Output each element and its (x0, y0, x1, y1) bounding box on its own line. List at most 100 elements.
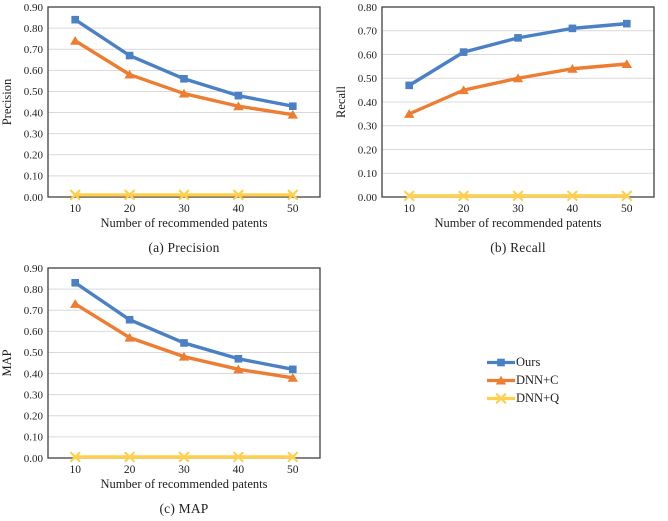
x-marker-icon (287, 189, 299, 201)
square-marker-icon (568, 24, 577, 33)
chart-caption-c: (c) MAP (159, 501, 209, 516)
y-tick-label: 0.40 (24, 107, 44, 119)
legend-swatch-x-icon (487, 393, 515, 404)
square-marker-icon (459, 48, 468, 56)
plot-border (47, 6, 321, 198)
chart-caption-b: (b) Recall (490, 240, 546, 255)
y-tick-label: 0.70 (24, 305, 44, 317)
y-tick-label: 0.80 (358, 2, 378, 14)
square-marker-icon (125, 51, 134, 60)
y-tick-label: 0.70 (358, 26, 378, 38)
x-tick-label: 10 (69, 464, 81, 476)
x-marker-icon (287, 451, 299, 463)
chart-legend: Ours DNN+C DNN+Q (487, 356, 559, 405)
y-tick-label: 0.00 (24, 192, 44, 204)
square-marker-icon (497, 358, 505, 367)
triangle-marker-icon (124, 332, 135, 342)
x-tick-label: 10 (69, 203, 81, 215)
y-tick-label: 0.30 (358, 121, 378, 133)
y-tick-label: 0.80 (24, 284, 44, 296)
y-tick-label: 0.10 (24, 432, 44, 444)
x-tick-label: 30 (178, 203, 190, 215)
square-marker-icon (234, 91, 243, 100)
square-marker-icon (234, 354, 243, 363)
x-tick-label: 40 (233, 464, 245, 476)
triangle-marker-icon (287, 372, 298, 382)
x-axis-title: Number of recommended patents (435, 216, 602, 230)
square-marker-icon (405, 81, 413, 90)
y-tick-label: 0.80 (24, 23, 44, 35)
legend-item: Ours (487, 356, 559, 369)
x-tick-label: 40 (233, 203, 245, 215)
x-marker-icon (178, 189, 190, 201)
triangle-marker-icon (233, 101, 244, 111)
x-marker-icon (567, 190, 578, 202)
triangle-marker-icon (404, 109, 415, 118)
x-marker-icon (403, 190, 415, 202)
square-marker-icon (125, 315, 134, 324)
y-tick-label: 0.60 (358, 49, 378, 61)
y-tick-label: 0.60 (24, 326, 44, 338)
chart-caption-a: (a) Precision (148, 240, 220, 255)
legend-item: DNN+Q (487, 392, 559, 405)
x-marker-icon (233, 189, 244, 201)
legend-swatch-square-icon (487, 358, 515, 367)
triangle-marker-icon (495, 375, 507, 385)
square-marker-icon (289, 365, 297, 374)
x-marker-icon (458, 190, 469, 202)
y-tick-label: 0.20 (358, 144, 378, 156)
y-tick-label: 0.00 (24, 453, 44, 465)
triangle-marker-icon (70, 35, 81, 45)
x-marker-icon (124, 189, 135, 201)
x-tick-label: 20 (124, 203, 136, 215)
square-marker-icon (180, 74, 188, 83)
legend-item: DNN+C (487, 374, 559, 387)
x-marker-icon (178, 451, 190, 463)
square-marker-icon (71, 15, 79, 24)
x-tick-label: 50 (287, 464, 299, 476)
recall-chart: 0.00 0.10 0.20 0.30 0.40 0.50 0.60 0.70 0.80 10 20… (334, 0, 668, 256)
x-tick-label: 10 (403, 203, 415, 215)
triangle-marker-icon (621, 59, 632, 68)
series-line-dnn-c (407, 62, 629, 116)
square-marker-icon (623, 19, 631, 28)
triangle-marker-icon (124, 69, 135, 79)
triangle-marker-icon (458, 85, 469, 95)
plot-border (47, 267, 321, 459)
y-tick-label: 0.40 (358, 97, 378, 109)
recall-chart-plot: 0.00 0.10 0.20 0.30 0.40 0.50 0.60 0.70 0.80 10 20… (334, 2, 655, 230)
map-chart-plot: 0.00 0.10 0.20 0.30 0.40 0.50 0.60 0.70 0.80 0.90… (0, 263, 321, 491)
y-tick-label: 0.90 (24, 263, 44, 275)
y-tick-label: 0.10 (358, 168, 378, 180)
y-tick-label: 0.40 (24, 368, 44, 380)
x-axis-title: Number of recommended patents (101, 477, 268, 491)
y-tick-label: 0.20 (24, 150, 44, 162)
x-axis-title: Number of recommended patents (101, 216, 268, 230)
legend-swatch-triangle-icon (487, 375, 515, 385)
y-tick-label: 0.60 (24, 65, 44, 77)
x-tick-label: 20 (124, 464, 136, 476)
x-tick-label: 50 (287, 203, 299, 215)
x-marker-icon (495, 393, 507, 404)
y-tick-label: 0.30 (24, 128, 44, 140)
y-tick-label: 0.70 (24, 44, 44, 56)
y-tick-label: 0.10 (24, 171, 44, 183)
x-marker-icon (69, 189, 81, 201)
legend-label: DNN+Q (516, 391, 560, 405)
y-axis-title: Precision (0, 78, 14, 125)
y-tick-label: 0.20 (24, 411, 44, 423)
y-tick-label: 0.90 (24, 2, 44, 14)
legend-label: DNN+C (516, 373, 559, 387)
x-tick-label: 20 (458, 203, 470, 215)
triangle-marker-icon (178, 351, 190, 361)
triangle-marker-icon (233, 364, 244, 374)
y-tick-label: 0.50 (24, 86, 44, 98)
triangle-marker-icon (512, 73, 524, 83)
x-tick-label: 40 (567, 203, 579, 215)
y-tick-label: 0.00 (358, 192, 378, 204)
square-marker-icon (289, 102, 297, 111)
y-axis-title: Recall (334, 86, 348, 118)
x-marker-icon (124, 451, 135, 463)
y-tick-label: 0.30 (24, 389, 44, 401)
x-marker-icon (621, 190, 633, 202)
